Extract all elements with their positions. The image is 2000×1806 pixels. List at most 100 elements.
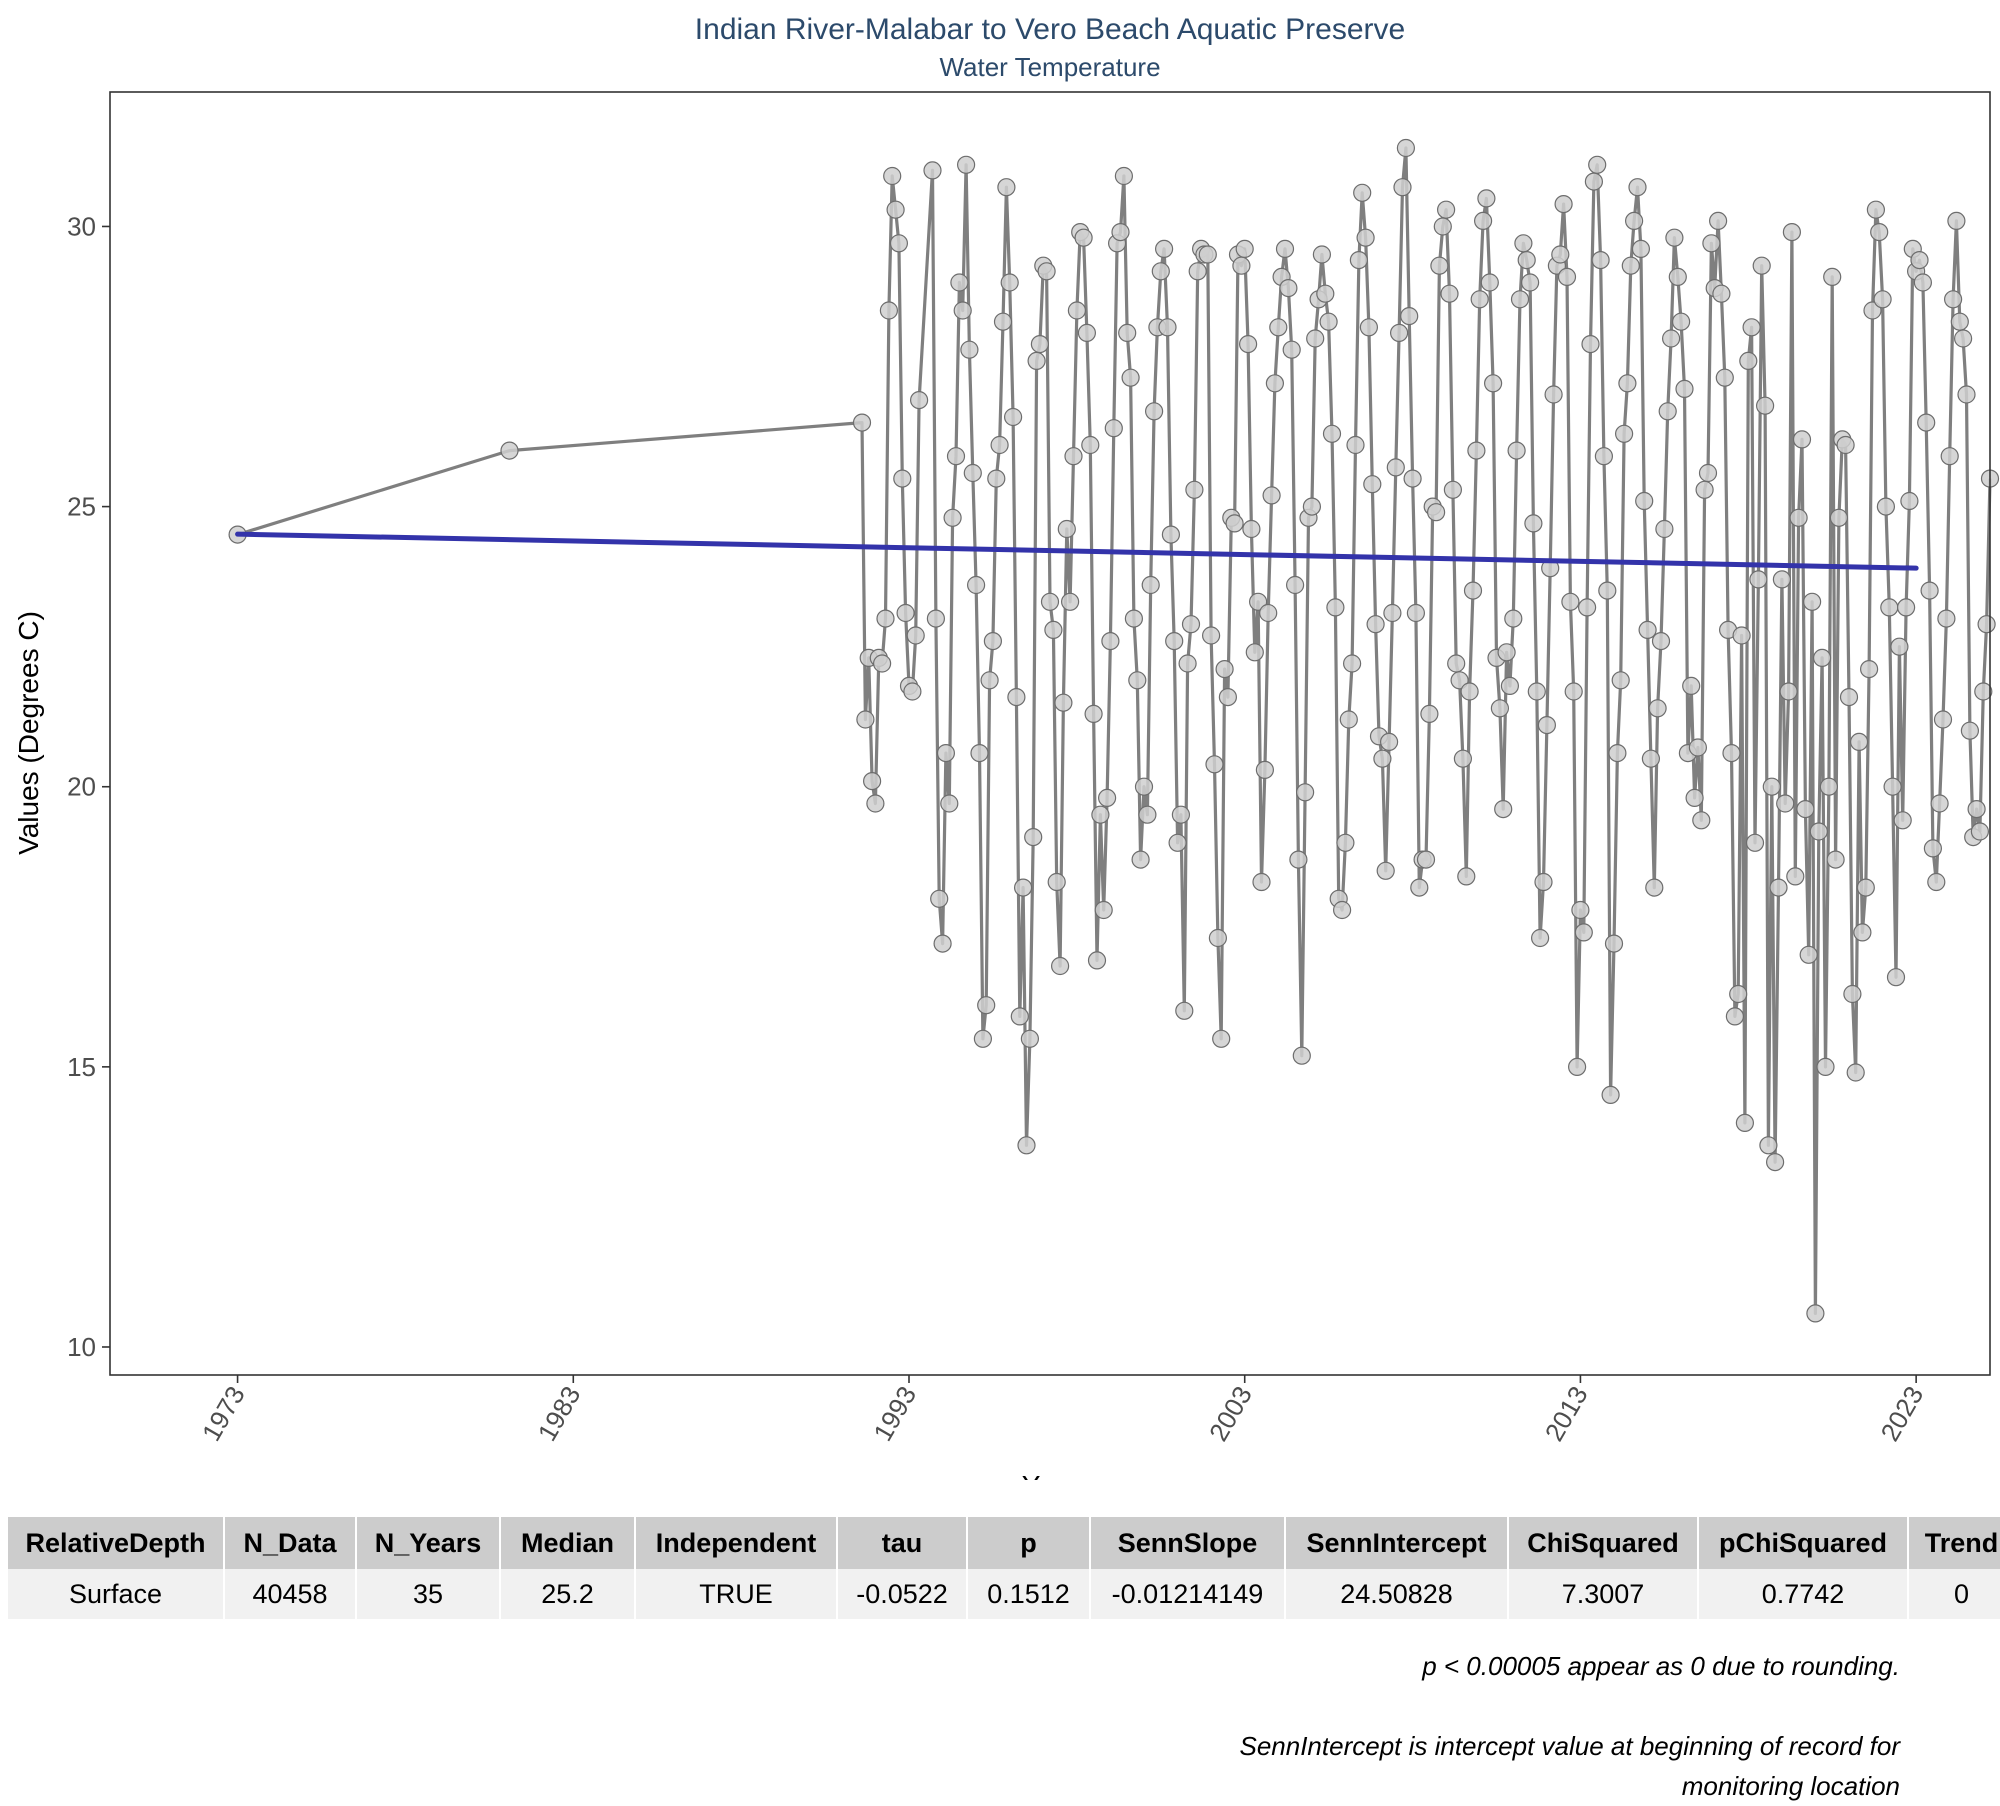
data-point: [923, 161, 942, 180]
data-point: [1712, 284, 1731, 303]
data-point: [1181, 615, 1201, 634]
data-point: [1960, 721, 1980, 740]
data-point: [1890, 637, 1909, 656]
data-point: [1138, 805, 1157, 824]
data-point: [1846, 1063, 1865, 1082]
data-point: [1118, 323, 1137, 342]
data-point: [1873, 290, 1892, 309]
data-point: [1124, 609, 1144, 628]
data-point: [1823, 267, 1842, 286]
data-point: [1772, 570, 1792, 589]
data-point: [1396, 138, 1416, 158]
data-point: [1883, 777, 1902, 796]
data-point: [1685, 788, 1704, 808]
data-point: [1910, 251, 1929, 270]
data-point: [1658, 402, 1677, 421]
data-point: [936, 743, 956, 763]
chart-subtitle: Water Temperature: [939, 52, 1160, 82]
x-tick-label: 2003: [1203, 1381, 1258, 1446]
data-point: [963, 463, 982, 483]
data-point: [1682, 676, 1701, 696]
data-point: [1007, 687, 1026, 707]
table-cell: 0.7742: [1698, 1569, 1909, 1619]
y-axis: 10 15 20 25 30: [67, 211, 110, 1362]
data-point: [1839, 687, 1859, 707]
data-point: [1896, 598, 1916, 617]
data-point: [1520, 273, 1540, 292]
data-point: [1608, 743, 1627, 763]
data-point: [1661, 329, 1681, 348]
data-point: [956, 155, 976, 174]
data-point: [943, 508, 962, 527]
x-tick-label: 1973: [196, 1381, 251, 1446]
data-point: [1081, 435, 1100, 455]
data-point: [903, 682, 922, 701]
data-point: [930, 889, 949, 908]
data-point: [1242, 519, 1261, 539]
data-point: [1917, 413, 1936, 432]
data-point: [1121, 368, 1140, 387]
data-point: [1567, 1057, 1587, 1077]
data-point: [1927, 872, 1946, 892]
data-point: [500, 441, 519, 460]
x-tick-label: 1983: [532, 1381, 587, 1446]
data-point: [1306, 329, 1325, 348]
data-point: [1594, 447, 1614, 466]
data-point: [1604, 934, 1624, 953]
data-point: [1232, 256, 1251, 275]
trend-line: [235, 531, 1919, 571]
data-point: [1292, 1046, 1311, 1065]
data-point: [1655, 519, 1674, 539]
data-point: [1336, 833, 1355, 852]
data-point: [1708, 211, 1728, 230]
data-point: [1836, 435, 1855, 455]
data-point: [1094, 900, 1113, 920]
data-point: [1326, 598, 1345, 617]
data-point: [1047, 872, 1066, 892]
data-point: [1974, 682, 1993, 701]
data-point: [1440, 284, 1459, 303]
data-point: [872, 654, 892, 673]
data-point: [1745, 833, 1765, 852]
series-line: [237, 146, 1992, 1316]
data-point: [1212, 1029, 1231, 1048]
data-point: [1524, 514, 1543, 533]
data-point: [1638, 620, 1657, 640]
data-point: [1628, 178, 1647, 197]
data-point: [1077, 323, 1097, 342]
data-point: [1017, 1136, 1036, 1155]
data-point: [1933, 710, 1953, 729]
data-point: [1799, 945, 1818, 964]
data-point: [1393, 178, 1412, 197]
data-point: [1940, 447, 1959, 466]
data-point: [1178, 654, 1197, 673]
data-point: [1208, 928, 1228, 948]
data-point: [1900, 491, 1919, 511]
data-point: [1269, 318, 1288, 337]
data-point: [1561, 592, 1580, 611]
data-point: [1729, 984, 1748, 1004]
data-point: [1252, 872, 1271, 892]
data-point: [1762, 777, 1781, 796]
data-point: [1128, 671, 1147, 690]
data-point: [1480, 273, 1499, 292]
data-point: [1430, 256, 1449, 275]
data-point: [1588, 155, 1607, 174]
data-point: [1893, 811, 1912, 830]
data-point: [1490, 699, 1510, 718]
data-point: [1356, 228, 1375, 247]
data-point: [1779, 682, 1798, 701]
data-point: [889, 234, 909, 253]
data-point: [1151, 262, 1170, 281]
data-point: [1702, 234, 1721, 253]
table-header-cell: RelativeDepth: [8, 1517, 225, 1569]
data-point: [1675, 379, 1694, 398]
data-point: [1507, 441, 1526, 460]
data-point: [1201, 626, 1221, 645]
data-point: [1530, 928, 1550, 948]
data-point: [1688, 738, 1708, 757]
data-point: [883, 166, 902, 186]
data-point: [1346, 435, 1365, 455]
table-body: Surface 40458 35 25.2 TRUE -0.0522 0.1512 -0.01…: [8, 1569, 2000, 1619]
table-cell: 7.3007: [1508, 1569, 1699, 1619]
